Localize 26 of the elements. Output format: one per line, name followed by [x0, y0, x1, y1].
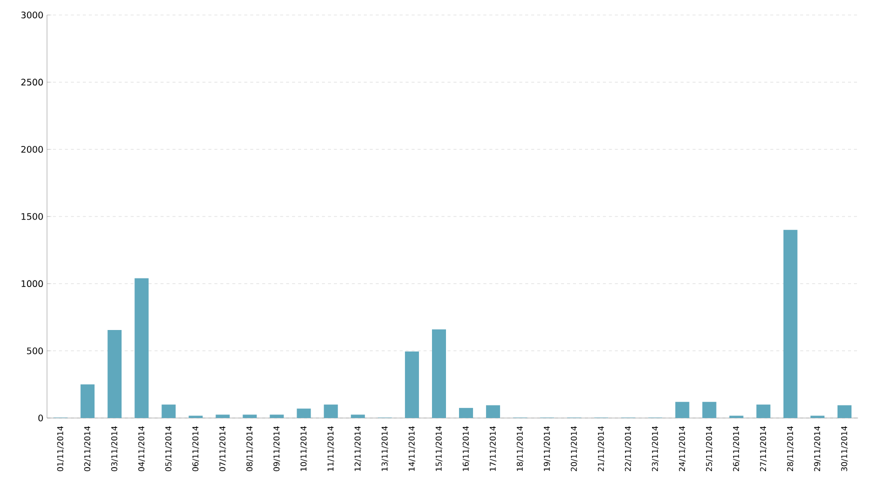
y-tick-label: 1000 — [22, 280, 43, 288]
bar — [756, 404, 770, 418]
bar — [270, 414, 284, 418]
bar — [702, 402, 716, 418]
bar — [216, 414, 230, 418]
y-tick-label: 2500 — [21, 78, 43, 86]
bar — [486, 405, 500, 418]
bar — [432, 329, 446, 418]
bar — [350, 414, 365, 418]
bar — [242, 414, 257, 418]
bar — [404, 352, 419, 418]
y-tick-label: 3000 — [21, 12, 43, 18]
bar — [162, 404, 176, 418]
bar — [296, 408, 311, 418]
bar — [459, 408, 474, 418]
y-tick-label: 500 — [27, 347, 43, 354]
bar — [675, 402, 690, 418]
y-tick-label: 2000 — [21, 146, 43, 153]
bar — [134, 278, 149, 418]
bar — [80, 384, 95, 418]
bar — [108, 330, 122, 418]
y-tick-label: 0 — [38, 414, 43, 422]
bar — [783, 230, 798, 418]
bar — [837, 405, 852, 418]
y-tick-label: 1500 — [22, 213, 43, 220]
bar — [324, 404, 338, 418]
